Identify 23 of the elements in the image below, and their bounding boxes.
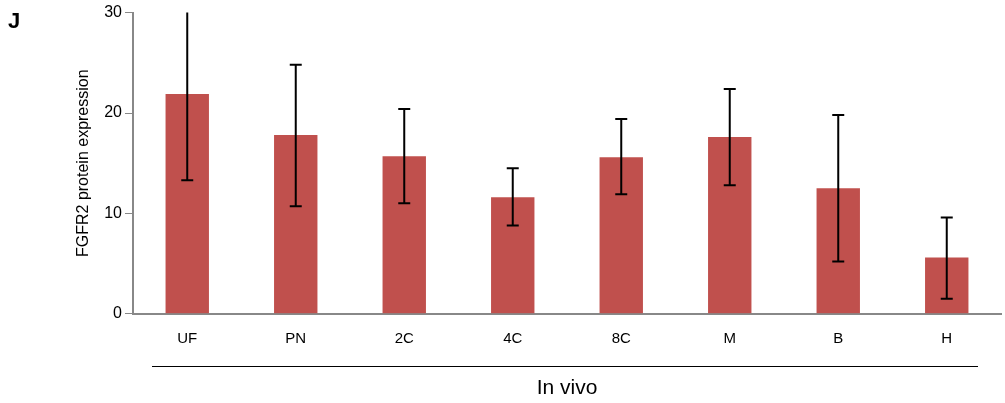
- text: J: [8, 8, 21, 34]
- y-tick-label: 0: [113, 304, 123, 322]
- x-tick-label: H: [941, 328, 953, 346]
- bar: [491, 197, 535, 314]
- bar: [599, 157, 643, 314]
- bar: [382, 156, 426, 314]
- bar: [816, 188, 860, 314]
- y-axis-title: FGFR2 protein expression: [74, 69, 92, 258]
- y-tick-label: 20: [104, 103, 123, 121]
- y-tick-label: 10: [104, 203, 123, 221]
- bar: [165, 93, 209, 314]
- x-tick-label: B: [833, 328, 844, 346]
- x-tick-label: M: [723, 328, 736, 346]
- x-axis-title: In vivo: [536, 375, 598, 399]
- x-tick-label: 8C: [611, 328, 631, 346]
- x-tick-label: 4C: [503, 328, 523, 346]
- y-tick-label: 30: [104, 3, 123, 21]
- bar: [274, 135, 318, 314]
- x-tick-label: 2C: [394, 328, 414, 346]
- x-tick-label: PN: [285, 328, 307, 346]
- bar: [708, 137, 752, 314]
- x-tick-label: UF: [177, 328, 198, 346]
- bar: [925, 257, 969, 314]
